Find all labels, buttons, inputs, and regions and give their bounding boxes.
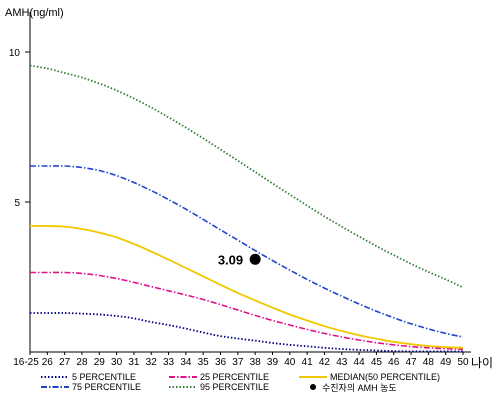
x-tick-label: 50 (457, 357, 469, 368)
legend-point-marker (310, 384, 316, 390)
legend-label: 5 PERCENTILE (72, 372, 137, 382)
x-tick-label: 45 (371, 357, 383, 368)
x-tick-label: 30 (111, 357, 123, 368)
y-tick-label: 5 (14, 198, 20, 209)
legend-item: 5 PERCENTILE (40, 371, 136, 383)
y-tick-label: 10 (9, 48, 21, 59)
legend-point-dot (310, 384, 316, 390)
legend-swatch (169, 376, 197, 378)
x-tick-label: 33 (163, 357, 175, 368)
legend-label: MEDIAN(50 PERCENTILE) (330, 372, 441, 382)
legend-label: 95 PERCENTILE (200, 382, 270, 392)
legend-swatch (41, 376, 69, 378)
x-tick-label: 32 (146, 357, 158, 368)
x-tick-label: 35 (198, 357, 210, 368)
legend-item: 25 PERCENTILE (168, 371, 269, 383)
legend-swatch (41, 386, 69, 388)
legend-item-point: 수진자의 AMH 농도 (308, 381, 397, 393)
x-tick-label: 42 (319, 357, 331, 368)
x-tick-label: 16-25 (13, 357, 39, 368)
x-tick-label: 28 (76, 357, 88, 368)
x-tick-label: 44 (354, 357, 366, 368)
chart-legend: 5 PERCENTILE 25 PERCENTILE MEDIAN(50 PERCE… (0, 371, 500, 400)
x-tick-label: 29 (94, 357, 106, 368)
x-tick-label: 37 (232, 357, 244, 368)
x-tick-label: 49 (440, 357, 452, 368)
series-line-2 (29, 225, 464, 349)
legend-point-label: 수진자의 AMH 농도 (322, 382, 397, 393)
legend-label: 75 PERCENTILE (72, 382, 142, 392)
legend-swatch (169, 386, 197, 388)
legend-item: 75 PERCENTILE (40, 381, 141, 393)
patient-point (249, 253, 261, 265)
y-axis-label: AMH(ng/ml) (5, 7, 64, 19)
x-tick-label: 36 (215, 357, 227, 368)
patient-point-label: 3.09 (218, 252, 243, 267)
x-tick-label: 31 (128, 357, 140, 368)
chart-canvas: AMH(ng/ml) 나이 5 10 16-25 26 27 28 29 30 31 32 33 34… (5, 7, 493, 370)
series-line-0 (30, 312, 464, 353)
x-tick-label: 38 (250, 357, 262, 368)
x-tick-label: 43 (336, 357, 348, 368)
x-tick-label: 48 (423, 357, 435, 368)
legend-item: MEDIAN(50 PERCENTILE) (298, 371, 440, 383)
x-tick-label: 47 (405, 357, 417, 368)
series-line-1 (29, 271, 464, 351)
x-axis-label: 나이 (471, 356, 493, 370)
x-tick-label: 46 (388, 357, 400, 368)
series-line-4 (29, 64, 464, 289)
x-tick-label: 26 (42, 357, 54, 368)
x-tick-label: 41 (302, 357, 314, 368)
legend-label: 25 PERCENTILE (200, 372, 270, 382)
legend-swatch (299, 376, 327, 378)
series-line-3 (30, 165, 464, 338)
legend-item: 95 PERCENTILE (168, 381, 269, 393)
x-tick-label: 34 (180, 357, 192, 368)
x-tick-label: 39 (267, 357, 279, 368)
x-tick-label: 27 (59, 357, 71, 368)
x-tick-label: 40 (284, 357, 296, 368)
